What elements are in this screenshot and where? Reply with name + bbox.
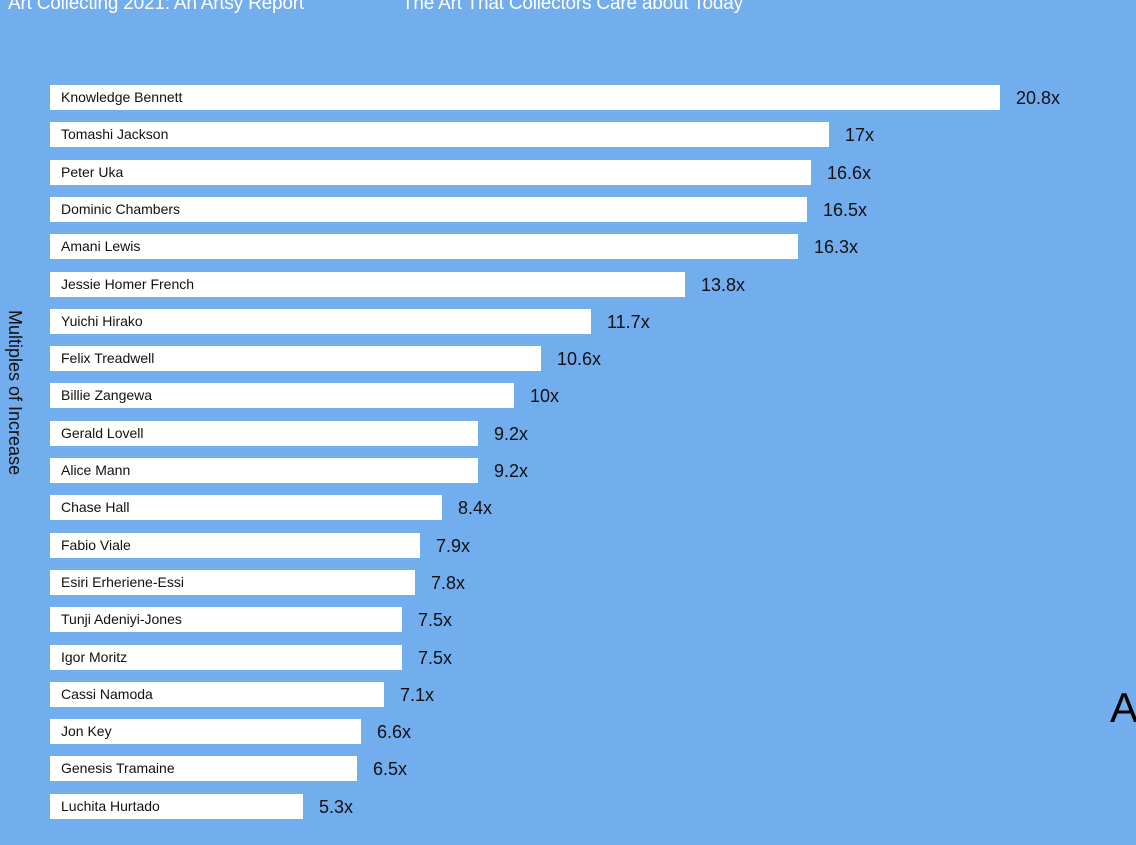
category-label: Chase Hall <box>61 499 130 515</box>
bar: Jon Key <box>50 719 361 744</box>
value-label: 10.6x <box>557 349 602 369</box>
category-label: Igor Moritz <box>61 649 128 665</box>
bar: Tomashi Jackson <box>50 122 829 147</box>
value-label: 9.2x <box>494 424 529 444</box>
value-label: 17x <box>845 125 875 145</box>
category-label: Fabio Viale <box>61 537 131 553</box>
bar: Esiri Erheriene-Essi <box>50 570 415 595</box>
category-label: Amani Lewis <box>61 238 141 254</box>
value-label: 7.5x <box>418 610 453 630</box>
bar: Knowledge Bennett <box>50 85 1000 110</box>
value-label: 6.6x <box>377 722 412 742</box>
edge-text: A <box>1110 684 1136 731</box>
value-label: 5.3x <box>319 797 354 817</box>
category-label: Peter Uka <box>61 164 124 180</box>
category-label: Yuichi Hirako <box>61 313 143 329</box>
value-label: 6.5x <box>373 759 408 779</box>
value-label: 7.1x <box>400 685 435 705</box>
bar: Yuichi Hirako <box>50 309 591 334</box>
bar: Cassi Namoda <box>50 682 384 707</box>
value-label: 7.9x <box>436 536 471 556</box>
value-label: 16.3x <box>814 237 859 257</box>
value-label: 7.8x <box>431 573 466 593</box>
category-label: Esiri Erheriene-Essi <box>61 574 184 590</box>
value-label: 7.5x <box>418 648 453 668</box>
category-label: Jon Key <box>61 723 112 739</box>
bar: Luchita Hurtado <box>50 794 303 819</box>
bar: Genesis Tramaine <box>50 756 357 781</box>
value-label: 13.8x <box>701 275 746 295</box>
bar: Alice Mann <box>50 458 478 483</box>
category-label: Alice Mann <box>61 462 131 478</box>
value-label: 16.6x <box>827 163 872 183</box>
value-label: 9.2x <box>494 461 529 481</box>
value-label: 20.8x <box>1016 88 1061 108</box>
value-label: 8.4x <box>458 498 493 518</box>
category-label: Knowledge Bennett <box>61 89 183 105</box>
bar: Jessie Homer French <box>50 272 685 297</box>
report-title: Art Collecting 2021: An Artsy Report <box>8 0 304 14</box>
bar: Felix Treadwell <box>50 346 541 371</box>
bar: Fabio Viale <box>50 533 420 558</box>
category-label: Felix Treadwell <box>61 350 155 366</box>
value-label: 10x <box>530 386 560 406</box>
bar: Dominic Chambers <box>50 197 807 222</box>
category-label: Jessie Homer French <box>61 276 195 292</box>
bar: Igor Moritz <box>50 645 402 670</box>
bar: Chase Hall <box>50 495 442 520</box>
category-label: Dominic Chambers <box>61 201 181 217</box>
bar: Tunji Adeniyi-Jones <box>50 607 402 632</box>
category-label: Tomashi Jackson <box>61 126 169 142</box>
bar: Amani Lewis <box>50 234 798 259</box>
value-label: 11.7x <box>607 312 650 332</box>
bar: Billie Zangewa <box>50 383 514 408</box>
value-label: 16.5x <box>823 200 868 220</box>
section-title: The Art That Collectors Care about Today <box>402 0 743 14</box>
category-label: Tunji Adeniyi-Jones <box>61 611 182 627</box>
bar: Peter Uka <box>50 160 811 185</box>
category-label: Luchita Hurtado <box>61 798 160 814</box>
category-label: Genesis Tramaine <box>61 760 175 776</box>
category-label: Cassi Namoda <box>61 686 153 702</box>
category-label: Billie Zangewa <box>61 387 153 403</box>
y-axis-label: Multiples of Increase <box>5 310 25 476</box>
bar: Gerald Lovell <box>50 421 478 446</box>
category-label: Gerald Lovell <box>61 425 144 441</box>
